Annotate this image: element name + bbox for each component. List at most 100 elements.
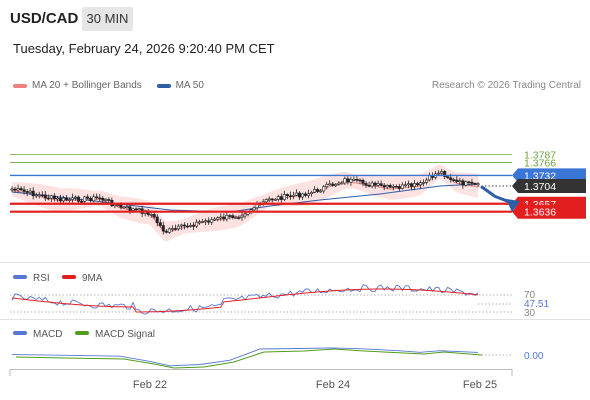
main-legend: MA 20 + Bollinger Bands MA 50 — [13, 80, 216, 91]
candle-body — [228, 215, 232, 217]
timeframe-button[interactable]: 30 MIN — [82, 7, 133, 31]
chart-datetime: Tuesday, February 24, 2026 9:20:40 PM CE… — [13, 41, 275, 56]
candle-body — [461, 180, 465, 186]
candle-body — [131, 208, 135, 211]
candle-body — [373, 182, 377, 186]
candle-body — [376, 183, 380, 186]
candle-body — [303, 193, 307, 196]
candle-body — [443, 171, 447, 177]
currency-pair-title: USD/CAD — [10, 10, 79, 27]
candle-body — [213, 218, 217, 221]
candle-body — [467, 181, 471, 184]
candle-body — [412, 183, 416, 187]
research-credit: Research © 2026 Trading Central — [431, 80, 581, 91]
candle-body — [331, 183, 335, 186]
candle-body — [122, 206, 126, 209]
candle-body — [240, 215, 244, 218]
candle-body — [149, 214, 153, 216]
candle-body — [225, 215, 229, 220]
candle-body — [86, 196, 90, 199]
candle-body — [89, 198, 93, 202]
candle-body — [452, 179, 456, 181]
projection-arrow-shaft — [480, 185, 513, 205]
candle-body — [394, 186, 398, 188]
candle-body — [370, 182, 374, 187]
candlesticks — [10, 169, 480, 235]
candle-body — [34, 194, 38, 197]
candle-body — [61, 197, 65, 202]
candle-body — [352, 179, 356, 181]
candle-body — [186, 225, 190, 228]
candle-body — [98, 197, 102, 200]
price-level-label: 1.3704 — [524, 181, 556, 193]
candle-body — [13, 188, 17, 191]
rsi-ma-swatch — [62, 275, 76, 279]
candle-body — [306, 193, 310, 196]
candle-body — [388, 185, 392, 188]
rsi-current-value: 47.51 — [524, 299, 549, 310]
candle-body — [155, 216, 159, 223]
candle-body — [210, 219, 214, 223]
rsi-swatch — [13, 275, 27, 279]
candle-body — [219, 216, 223, 219]
candle-body — [464, 181, 468, 186]
candle-body — [449, 177, 453, 180]
bollinger-swatch — [13, 83, 27, 88]
candle-body — [95, 196, 99, 199]
candle-body — [300, 193, 304, 198]
candle-body — [409, 183, 413, 187]
candle-body — [83, 196, 87, 202]
candle-body — [334, 184, 338, 186]
candle-body — [19, 188, 23, 191]
candle-body — [164, 230, 168, 233]
candle-body — [418, 182, 422, 186]
price-level-label: 1.3636 — [524, 207, 556, 219]
candle-body — [176, 225, 180, 230]
candle-body — [267, 198, 271, 201]
candle-body — [428, 175, 432, 181]
price-level-badge — [512, 204, 586, 219]
candle-body — [119, 204, 123, 208]
candle-body — [55, 197, 59, 200]
candle-body — [80, 201, 84, 203]
macd-legend-label: MACD — [33, 329, 62, 340]
candle-body — [189, 225, 193, 227]
candle-body — [470, 182, 474, 184]
macd-signal-line — [15, 348, 483, 369]
projection-arrow — [480, 185, 520, 212]
ma50-swatch — [156, 83, 171, 88]
rsi-level-30: 30 — [524, 308, 536, 319]
price-level-badge — [512, 179, 586, 193]
candle-body — [316, 189, 320, 192]
candle-body — [25, 191, 29, 193]
candle-body — [285, 194, 289, 196]
candle-body — [222, 216, 226, 220]
candle-body — [201, 221, 205, 223]
rsi-value-bg — [522, 298, 556, 309]
candle-body — [158, 222, 162, 226]
rsi-legend: RSI 9MA — [13, 273, 103, 284]
candle-body — [440, 171, 444, 174]
candle-body — [273, 199, 277, 201]
candle-body — [74, 196, 78, 199]
candle-body — [473, 183, 477, 185]
candle-body — [425, 179, 429, 183]
candle-body — [415, 183, 419, 186]
candle-body — [403, 184, 407, 187]
rsi-level-70: 70 — [524, 290, 536, 301]
candle-body — [40, 194, 44, 197]
candle-body — [161, 225, 165, 232]
x-tick-label: Feb 25 — [463, 379, 497, 391]
macd-signal-legend-label: MACD Signal — [95, 329, 155, 340]
candle-body — [101, 198, 105, 201]
bollinger-legend-label: MA 20 + Bollinger Bands — [32, 80, 142, 91]
price-level-badge — [512, 168, 586, 183]
candle-body — [137, 208, 141, 210]
candle-body — [71, 197, 75, 200]
candle-body — [243, 213, 247, 217]
candle-body — [192, 225, 196, 227]
candle-body — [43, 194, 47, 199]
candle-body — [68, 199, 72, 201]
